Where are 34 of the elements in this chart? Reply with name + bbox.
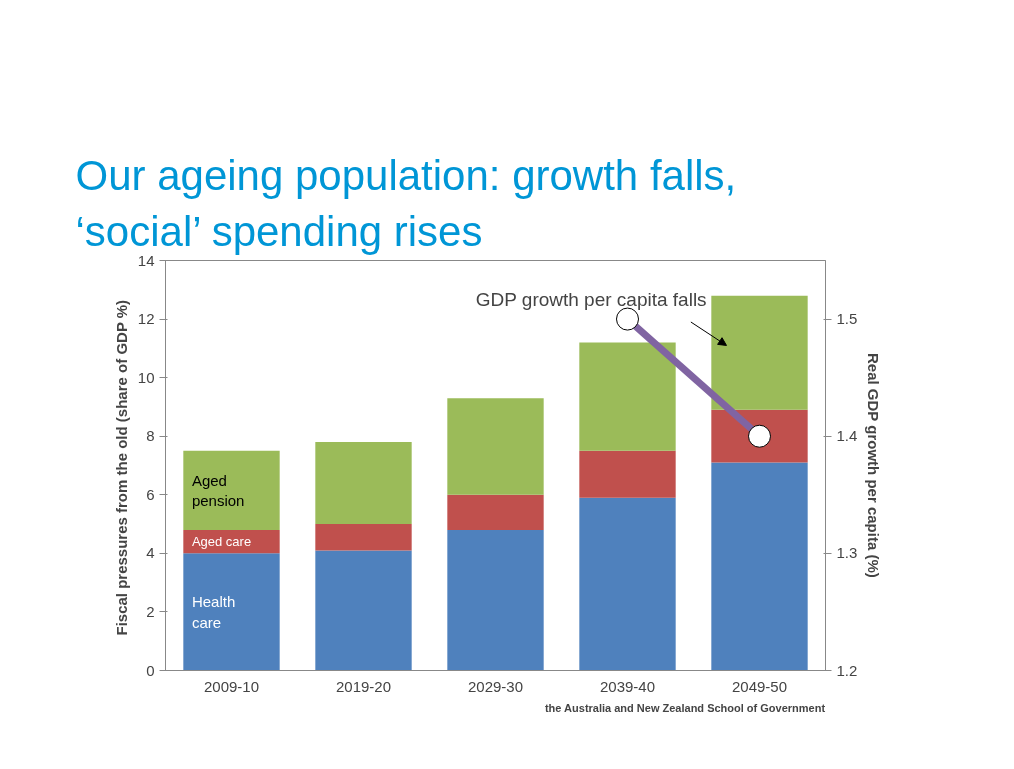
bar — [315, 442, 412, 525]
y-tick-label: 6 — [146, 485, 155, 503]
y2-axis-title: Real GDP growth per capita (%) — [865, 352, 883, 578]
y-tick-label: 4 — [146, 544, 155, 562]
x-tick-label: 2009-10 — [203, 677, 260, 695]
y2-tick-label: 1.5 — [836, 310, 858, 328]
text: the Australia and New Zealand School of Government — [544, 701, 826, 714]
y-tick-label: 10 — [137, 368, 155, 386]
bar — [183, 450, 280, 530]
bar — [579, 497, 676, 671]
bar — [447, 494, 544, 530]
y-tick-label: 8 — [146, 427, 155, 445]
annotation: GDP growth per capita falls — [475, 289, 707, 311]
y-tick-label: 0 — [146, 661, 155, 679]
bar — [315, 524, 412, 551]
bar — [579, 450, 676, 498]
x-tick-label: 2019-20 — [335, 677, 392, 695]
x-tick-label: 2039-40 — [599, 677, 656, 695]
y-axis-title: Fiscal pressures from the old (share of GDP %) — [112, 299, 130, 636]
x-tick-label: 2049-50 — [731, 677, 788, 695]
series-label: Health care — [191, 593, 236, 631]
series-label: Aged pension — [191, 471, 245, 510]
bar — [711, 462, 808, 671]
y2-tick-label: 1.3 — [836, 544, 858, 562]
y-tick-label: 2 — [146, 602, 155, 620]
bar — [315, 550, 412, 671]
x-tick-label: 2029-30 — [467, 677, 524, 695]
y-tick-label: 12 — [137, 310, 155, 328]
bar — [447, 398, 544, 495]
bar — [447, 529, 544, 671]
bar — [183, 553, 280, 671]
y2-tick-label: 1.2 — [836, 661, 858, 679]
y2-tick-label: 1.4 — [836, 427, 858, 445]
series-label: Aged care — [191, 534, 252, 550]
